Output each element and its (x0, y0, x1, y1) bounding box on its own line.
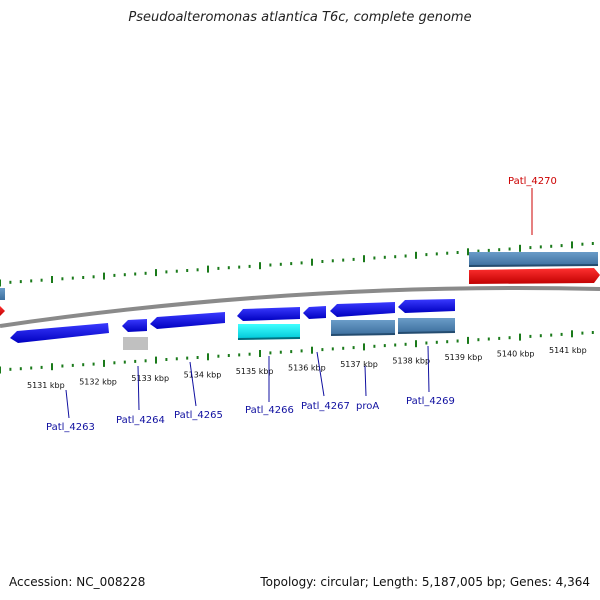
pseudo-feature-patl-4264 (123, 337, 148, 350)
cds-feature-patl-4270 (469, 252, 598, 266)
scale-ticks-bottom (0, 330, 594, 374)
gene-label-patl-4267[interactable]: Patl_4267 (301, 401, 350, 412)
scale-label: 5134 kbp (184, 371, 222, 380)
scale-labels: 5131 kbp 5132 kbp 5133 kbp 5134 kbp 5135 kbp… (27, 346, 587, 390)
scale-label: 5136 kbp (288, 364, 326, 373)
gene-label-patl-4269[interactable]: Patl_4269 (406, 396, 455, 407)
rna-feature-patl-4266 (238, 324, 300, 339)
accession-label: Accession: NC_008228 (9, 575, 146, 589)
scale-label: 5139 kbp (445, 353, 483, 362)
cds-edge-patl-4270 (468, 264, 599, 267)
scale-label: 5141 kbp (549, 346, 587, 355)
gene-arrow-proa[interactable] (330, 302, 395, 317)
gene-arrow-patl-4267[interactable] (303, 306, 326, 319)
scale-label: 5131 kbp (27, 381, 65, 390)
gene-label-patl-4265[interactable]: Patl_4265 (174, 410, 223, 421)
gene-arrow-patl-4264[interactable] (122, 319, 147, 332)
rna-feature-edge (237, 337, 301, 340)
scale-label: 5138 kbp (392, 357, 430, 366)
scale-label: 5132 kbp (79, 378, 117, 387)
gene-arrow-patl-4266[interactable] (237, 307, 300, 321)
leader-lines (65, 188, 533, 419)
scale-label: 5133 kbp (131, 374, 169, 383)
gene-arrow-patl-4265[interactable] (150, 312, 225, 329)
gene-label-patl-4264[interactable]: Patl_4264 (116, 415, 165, 426)
cds-feature-proa (331, 320, 395, 335)
scale-label: 5137 kbp (340, 360, 378, 369)
page-title: Pseudoalteromonas atlantica T6c, complet… (128, 10, 472, 25)
cds-edge-patl-4269 (397, 331, 456, 334)
gene-arrow-patl-4263[interactable] (10, 323, 109, 343)
topology-label: Topology: circular; Length: 5,187,005 bp… (260, 575, 590, 589)
gene-label-patl-4263[interactable]: Patl_4263 (46, 422, 95, 433)
gene-label-patl-4266[interactable]: Patl_4266 (245, 405, 294, 416)
gene-arrow-patl-4269[interactable] (398, 299, 455, 313)
cds-edge-proa (330, 333, 396, 336)
gene-label-proa[interactable]: proA (356, 401, 379, 412)
genome-backbone (0, 286, 600, 328)
partial-gene-left (0, 306, 5, 316)
partial-cds-left (0, 288, 5, 300)
scale-label: 5135 kbp (236, 367, 274, 376)
cds-feature-patl-4269 (398, 318, 455, 333)
scale-label: 5140 kbp (497, 350, 535, 359)
gene-label-patl-4270[interactable]: Patl_4270 (508, 176, 557, 187)
gene-arrow-patl-4270[interactable] (469, 268, 600, 284)
scale-ticks-top (0, 241, 594, 287)
